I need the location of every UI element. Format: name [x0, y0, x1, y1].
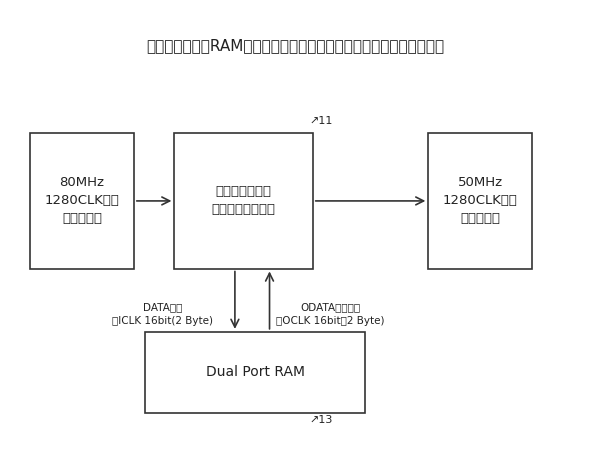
Text: ↗11: ↗11: [310, 117, 333, 126]
FancyBboxPatch shape: [145, 332, 365, 413]
Text: 非同期吸収回路
（速度変換回路）: 非同期吸収回路 （速度変換回路）: [212, 186, 275, 216]
Text: ODATA取り出し
毎OCLK 16bit（2 Byte): ODATA取り出し 毎OCLK 16bit（2 Byte): [276, 302, 384, 325]
FancyBboxPatch shape: [174, 133, 313, 269]
Text: 50MHz
1280CLK分の
連続データ: 50MHz 1280CLK分の 連続データ: [443, 176, 518, 226]
FancyBboxPatch shape: [428, 133, 532, 269]
Text: ↗13: ↗13: [310, 415, 333, 425]
Text: 80MHz
1280CLK分の
連続データ: 80MHz 1280CLK分の 連続データ: [44, 176, 119, 226]
FancyBboxPatch shape: [30, 133, 134, 269]
Text: Dual Port RAM: Dual Port RAM: [206, 365, 304, 379]
Text: DATA格納
毎ICLK 16bit(2 Byte): DATA格納 毎ICLK 16bit(2 Byte): [112, 302, 213, 325]
Text: デュアルポートRAMを使った非同期吸収回路を含む一例のブロック図: デュアルポートRAMを使った非同期吸収回路を含む一例のブロック図: [147, 39, 444, 53]
